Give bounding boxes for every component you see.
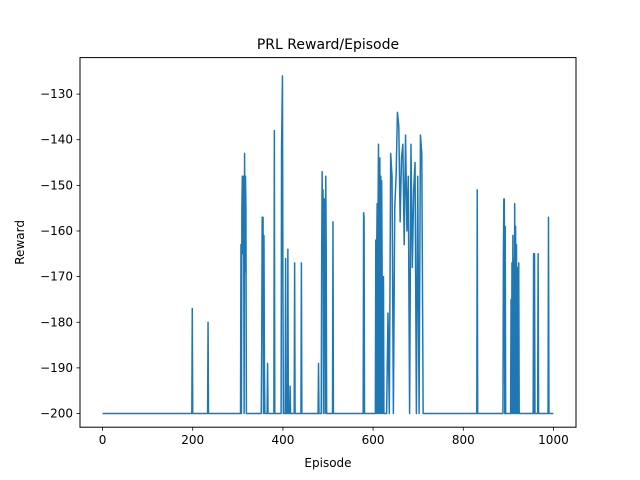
y-tick-label: −180: [40, 315, 73, 329]
axes-frame: [79, 57, 577, 428]
x-tick-label: 200: [181, 433, 204, 447]
y-axis: −200 −190 −180 −170 −160 −150 −140 −130: [40, 87, 80, 421]
x-tick-label: 1000: [538, 433, 569, 447]
y-tick-label: −160: [40, 224, 73, 238]
x-tick-label: 0: [99, 433, 107, 447]
y-axis-label: Reward: [13, 220, 27, 265]
x-tick-label: 600: [362, 433, 385, 447]
plot-area: [102, 75, 554, 415]
y-tick-label: −130: [40, 87, 73, 101]
y-tick-label: −140: [40, 133, 73, 147]
x-tick-label: 800: [452, 433, 475, 447]
y-tick-label: −170: [40, 270, 73, 284]
chart-title: PRL Reward/Episode: [257, 37, 399, 53]
x-axis: 0 200 400 600 800 1000: [99, 427, 569, 447]
x-axis-label: Episode: [304, 456, 351, 470]
x-tick-label: 400: [271, 433, 294, 447]
series-line-0: [102, 75, 554, 415]
y-tick-label: −150: [40, 178, 73, 192]
y-tick-label: −200: [40, 407, 73, 421]
y-tick-label: −190: [40, 361, 73, 375]
